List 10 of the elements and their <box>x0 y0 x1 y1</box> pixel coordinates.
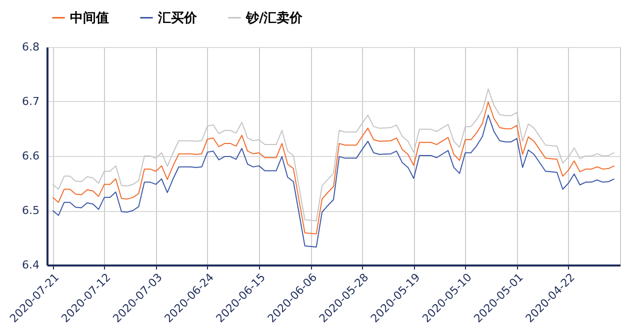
legend-label: 钞/汇卖价 <box>245 10 304 26</box>
y-tick-label: 6.5 <box>22 204 40 217</box>
y-tick-label: 6.4 <box>22 258 40 272</box>
line-series <box>52 102 615 234</box>
legend-label: 汇买价 <box>157 10 198 26</box>
y-tick-label: 6.7 <box>22 95 40 108</box>
y-tick-label: 6.6 <box>22 150 40 162</box>
y-tick-label: 6.8 <box>22 40 40 54</box>
line-series <box>52 114 615 248</box>
legend-label: 中间值 <box>70 10 109 26</box>
